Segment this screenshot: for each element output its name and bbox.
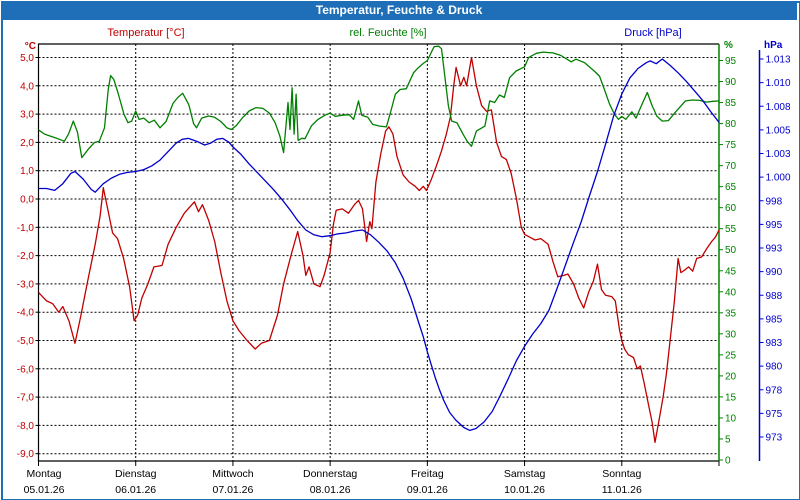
pressure-tick-label: 978	[766, 385, 783, 396]
day-name-label: Freitag	[411, 468, 444, 480]
day-date-label: 09.01.26	[407, 484, 448, 496]
pressure-tick-label: 983	[766, 338, 783, 349]
temp-tick-label: 5,0	[20, 53, 34, 64]
day-name-label: Sonntag	[602, 468, 641, 480]
humidity-tick-label: 85	[725, 98, 737, 109]
pressure-tick-label: 1.013	[766, 55, 791, 66]
pressure-tick-label: 995	[766, 220, 783, 231]
humidity-tick-label: 55	[725, 224, 737, 235]
temp-tick-label: -2,0	[17, 251, 35, 262]
temp-tick-label: 2,0	[20, 138, 34, 149]
temp-tick-label: -8,0	[17, 421, 35, 432]
curve-humidity	[38, 45, 719, 159]
day-name-label: Dienstag	[115, 468, 157, 480]
day-date-label: 07.01.26	[212, 484, 253, 496]
temp-tick-label: -3,0	[17, 279, 35, 290]
humidity-tick-label: 65	[725, 182, 737, 193]
humidity-tick-label: 0	[725, 456, 731, 467]
temp-tick-label: -6,0	[17, 364, 35, 375]
curve-temperature	[38, 56, 719, 444]
temp-tick-label: 0,0	[20, 195, 34, 206]
pressure-tick-label: 990	[766, 267, 783, 278]
day-name-label: Samstag	[504, 468, 546, 480]
humidity-tick-label: 40	[725, 287, 737, 298]
humidity-tick-label: 15	[725, 392, 737, 403]
pressure-tick-label: 1.003	[766, 149, 791, 160]
day-date-label: 05.01.26	[24, 484, 65, 496]
pressure-tick-label: 1.010	[766, 78, 791, 89]
pressure-tick-label: 975	[766, 409, 783, 420]
pressure-tick-label: 998	[766, 196, 783, 207]
temp-tick-label: -9,0	[17, 449, 35, 460]
humidity-tick-label: 90	[725, 77, 737, 88]
pressure-tick-label: 980	[766, 362, 783, 373]
humidity-axis-unit: %	[724, 40, 733, 51]
window-title: Temperatur, Feuchte & Druck	[315, 3, 483, 17]
humidity-tick-label: 35	[725, 308, 737, 319]
temp-tick-label: -7,0	[17, 393, 35, 404]
temp-tick-label: -4,0	[17, 308, 35, 319]
humidity-tick-label: 95	[725, 56, 737, 67]
pressure-tick-label: 973	[766, 433, 783, 444]
humidity-tick-label: 80	[725, 119, 737, 130]
legend-pressure: Druck [hPa]	[624, 27, 682, 39]
legend-humidity: rel. Feuchte [%]	[349, 27, 427, 39]
window-title-bar: Temperatur, Feuchte & Druck	[1, 1, 797, 20]
humidity-tick-label: 45	[725, 266, 737, 277]
pressure-axis-unit: hPa	[764, 40, 783, 51]
humidity-tick-label: 20	[725, 371, 737, 382]
pressure-tick-label: 993	[766, 244, 783, 255]
day-date-label: 11.01.26	[602, 484, 642, 496]
temp-tick-label: -1,0	[17, 223, 35, 234]
temp-tick-label: 3,0	[20, 110, 34, 121]
day-name-label: Donnerstag	[303, 468, 357, 480]
pressure-tick-label: 1.005	[766, 125, 791, 136]
temp-tick-label: 4,0	[20, 81, 34, 92]
day-date-label: 08.01.26	[310, 484, 351, 496]
day-date-label: 06.01.26	[115, 484, 156, 496]
humidity-tick-label: 50	[725, 245, 737, 256]
day-date-label: 10.01.26	[504, 484, 545, 496]
pressure-tick-label: 1.000	[766, 173, 791, 184]
curve-pressure	[38, 58, 719, 432]
humidity-tick-label: 60	[725, 203, 737, 214]
temp-tick-label: 1,0	[20, 166, 34, 177]
pressure-tick-label: 988	[766, 291, 783, 302]
pressure-tick-label: 1.008	[766, 102, 791, 113]
day-name-label: Montag	[26, 468, 61, 480]
temperature-axis-unit: °C	[24, 41, 36, 52]
day-name-label: Mittwoch	[212, 468, 254, 480]
humidity-tick-label: 25	[725, 350, 737, 361]
legend-temperature: Temperatur [°C]	[107, 27, 185, 39]
plot-frame	[37, 43, 719, 462]
pressure-tick-label: 985	[766, 314, 783, 325]
humidity-tick-label: 30	[725, 329, 737, 340]
temp-tick-label: -5,0	[17, 336, 35, 347]
humidity-tick-label: 5	[725, 434, 731, 445]
humidity-tick-label: 70	[725, 161, 737, 172]
humidity-tick-label: 10	[725, 413, 737, 424]
humidity-tick-label: 75	[725, 140, 737, 151]
